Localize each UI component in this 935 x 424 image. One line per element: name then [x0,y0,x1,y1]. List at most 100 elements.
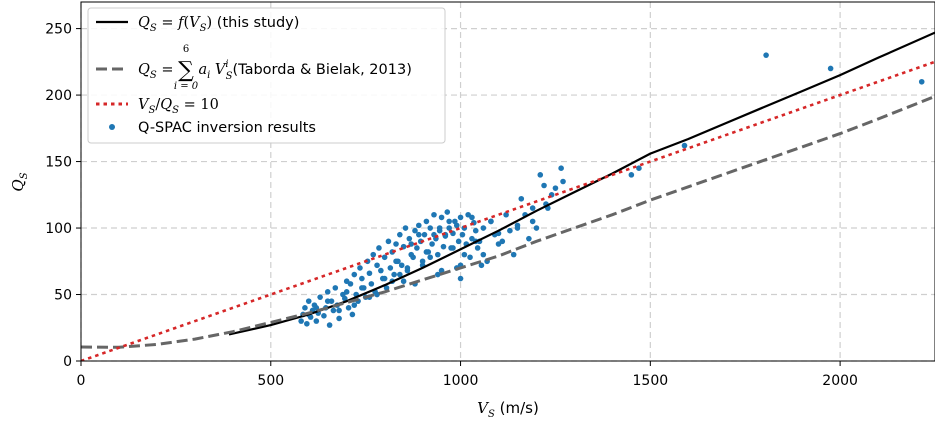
scatter-point [533,225,540,231]
scatter-point [429,241,435,247]
scatter-point [381,254,388,261]
scatter-point [529,205,536,211]
scatter-point [351,271,358,278]
scatter-point [368,281,375,287]
scatter-point [317,294,323,300]
scatter-point [480,225,487,231]
scatter-point [402,225,409,231]
scatter-point [467,254,473,261]
scatter-point [385,238,392,245]
scatter-point [514,222,521,229]
x-tick-label: 2000 [822,373,858,389]
scatter-point [827,65,834,72]
scatter-point [381,275,388,282]
scatter-point [478,262,485,269]
scatter-point [419,258,426,265]
scatter-point [434,271,441,278]
scatter-point [552,185,559,191]
series-line-ratio [81,60,935,361]
x-tick-label: 500 [257,373,284,389]
scatter-point [410,254,416,261]
scatter-point [440,243,447,250]
scatter-point [558,165,564,172]
y-tick-label: 0 [63,354,72,370]
scatter-point [416,231,422,238]
scatter-point [406,235,413,242]
scatter-point [480,251,487,258]
scatter-point [400,278,407,285]
x-axis-label: VS (m/s) [477,399,539,420]
scatter-point [529,218,536,225]
scatter-point [438,214,445,221]
scatter-point [321,312,327,319]
y-axis-label: QS [9,172,30,191]
scatter-point [383,285,390,291]
axes-frame [80,1,935,362]
legend-sum-upper: 6 [183,44,189,55]
scatter-point [351,302,358,308]
scatter-point [503,211,509,218]
y-tick-label: 250 [45,22,72,38]
scatter-point [474,245,481,251]
y-tick-label: 50 [54,288,72,304]
axis-ticks: 0 500 1000 1500 2000 0 50 100 150 200 250 [45,22,858,389]
scatter-point [398,262,405,269]
scatter-point [628,172,635,178]
scatter-point [412,227,418,234]
scatter-point [423,249,430,255]
scatter-point [336,315,342,322]
scatter-point [397,271,403,278]
scatter-point [510,251,517,258]
scatter-point [488,218,494,225]
scatter-point [457,275,464,282]
scatter-point [434,251,441,258]
legend-label-qspac: Q-SPAC inversion results [138,120,316,136]
scatter-point [427,254,433,261]
legend-sum-lower: i = 0 [174,81,199,92]
scatter-point [414,245,420,251]
scatter-point [391,271,397,278]
scatter-point [387,265,394,271]
scatter-point [324,298,331,304]
scatter-point [421,231,428,238]
scatter-point [378,267,384,274]
scatter-point [376,245,382,251]
scatter-point [918,78,925,85]
scatter-point [636,165,642,172]
y-tick-label: 100 [45,221,72,237]
scatter-point [499,238,506,245]
y-tick-label: 150 [45,155,72,171]
scatter-point [423,218,430,225]
scatter-point [336,307,342,314]
scatter-point [374,291,380,298]
scatter-point [450,245,456,251]
scatter-point [374,262,380,269]
x-tick-label: 1500 [633,373,669,389]
scatter-point [469,214,475,221]
x-tick-label: 1000 [443,373,479,389]
scatter-point [357,265,363,271]
x-tick-label: 0 [77,373,86,389]
y-tick-label: 200 [45,88,72,104]
scatter-point [397,231,403,238]
scatter-point [359,285,365,291]
scatter-point [393,258,399,265]
scatter-point [455,238,462,245]
series-line-this_study [228,31,935,336]
scatter-point [518,195,525,202]
legend: QS = f(VS) (this study) QS = ∑ ai Vi S(Ta… [87,7,446,144]
scatter-point [305,298,312,304]
scatter-point [332,285,339,291]
scatter-point [446,225,452,231]
legend-swatch-qspac [109,124,115,130]
scatter-point [302,305,308,311]
scatter-point [507,227,513,234]
scatter-point [404,265,411,271]
scatter-point [457,214,464,221]
scatter-point [408,241,415,247]
legend-box [87,7,446,144]
scatter-point [366,270,373,277]
scatter-point [446,218,452,225]
scatter-point [359,275,365,282]
